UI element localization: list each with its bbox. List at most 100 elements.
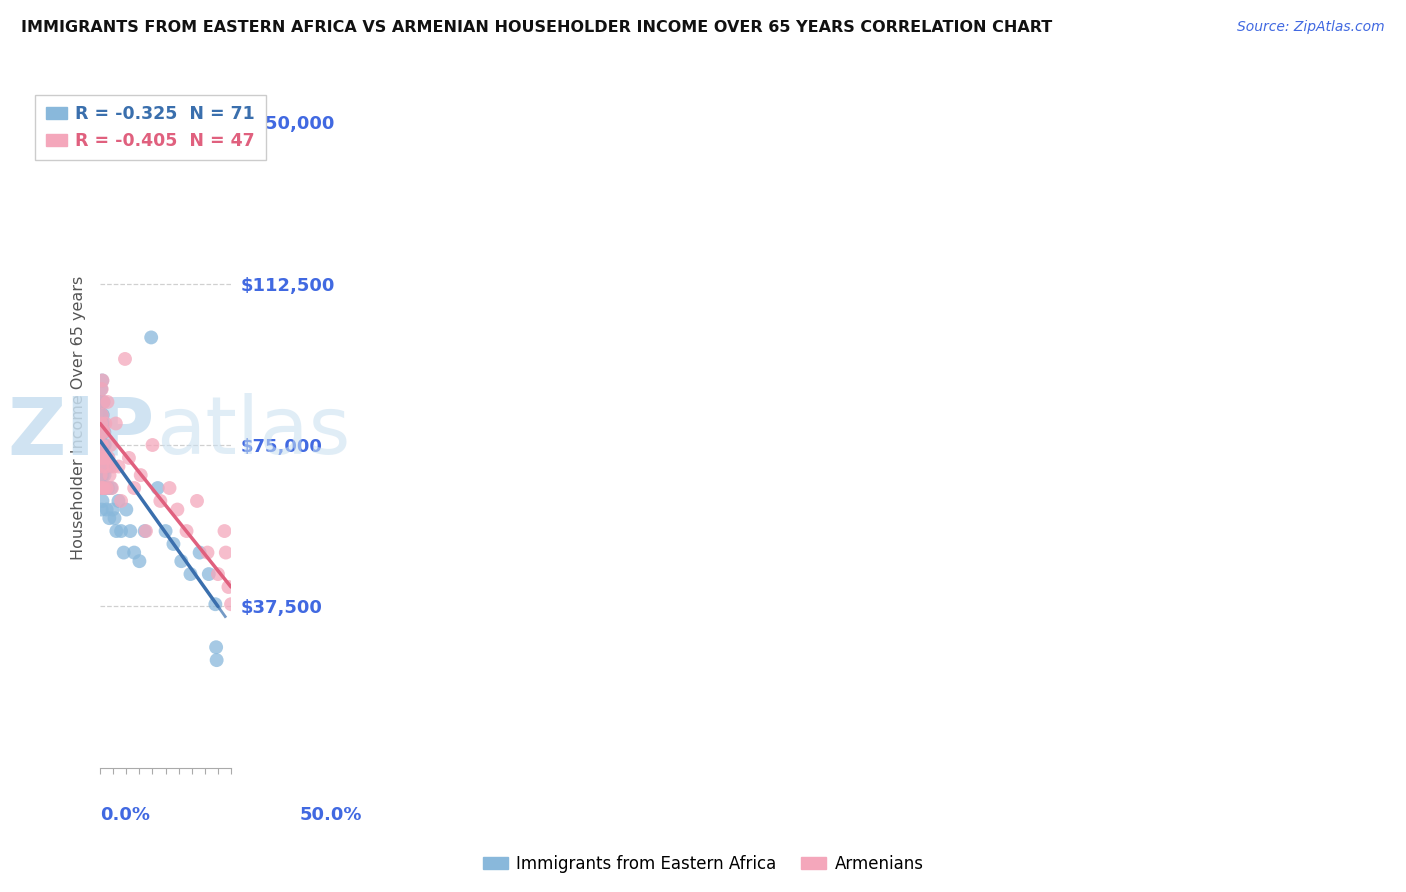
Point <box>107 494 129 508</box>
Point <box>104 417 127 431</box>
Point <box>91 468 114 483</box>
Text: atlas: atlas <box>156 393 352 471</box>
Point <box>91 408 114 422</box>
Point <box>186 494 208 508</box>
Point <box>91 374 114 388</box>
Point <box>90 136 112 151</box>
Point <box>207 567 229 582</box>
Point <box>90 408 112 422</box>
Point <box>141 330 163 344</box>
Point <box>89 438 111 452</box>
Point <box>94 459 117 474</box>
Point <box>90 438 112 452</box>
Text: IMMIGRANTS FROM EASTERN AFRICA VS ARMENIAN HOUSEHOLDER INCOME OVER 65 YEARS CORR: IMMIGRANTS FROM EASTERN AFRICA VS ARMENI… <box>21 20 1052 35</box>
Point <box>146 481 169 495</box>
Point <box>96 459 118 474</box>
Point <box>118 450 141 465</box>
Point <box>122 545 145 559</box>
Point <box>98 459 121 474</box>
Point <box>90 417 112 431</box>
Point <box>110 494 132 508</box>
Point <box>141 438 163 452</box>
Point <box>91 425 114 439</box>
Point <box>91 481 114 495</box>
Point <box>90 450 112 465</box>
Point <box>198 567 221 582</box>
Point <box>90 438 112 452</box>
Point <box>103 511 125 525</box>
Text: 0.0%: 0.0% <box>100 806 150 824</box>
Point <box>89 459 111 474</box>
Point <box>90 468 112 483</box>
Point <box>90 481 112 495</box>
Point <box>91 425 114 439</box>
Point <box>90 450 112 465</box>
Point <box>90 502 112 516</box>
Legend: Immigrants from Eastern Africa, Armenians: Immigrants from Eastern Africa, Armenian… <box>475 848 931 880</box>
Point <box>97 481 120 495</box>
Point <box>214 524 236 538</box>
Point <box>97 450 120 465</box>
Point <box>96 481 118 495</box>
Y-axis label: Householder Income Over 65 years: Householder Income Over 65 years <box>72 276 86 560</box>
Point <box>90 468 112 483</box>
Point <box>93 468 115 483</box>
Point <box>91 494 114 508</box>
Point <box>91 417 114 431</box>
Point <box>215 545 238 559</box>
Point <box>90 382 112 396</box>
Point <box>91 459 114 474</box>
Point <box>93 450 115 465</box>
Point <box>93 395 115 409</box>
Point <box>188 545 211 559</box>
Point <box>93 450 115 465</box>
Text: Source: ZipAtlas.com: Source: ZipAtlas.com <box>1237 20 1385 34</box>
Point <box>91 395 114 409</box>
Point <box>96 502 118 516</box>
Legend: R = -0.325  N = 71, R = -0.405  N = 47: R = -0.325 N = 71, R = -0.405 N = 47 <box>35 95 266 161</box>
Point <box>93 459 115 474</box>
Point <box>91 481 114 495</box>
Point <box>91 459 114 474</box>
Point <box>90 425 112 439</box>
Point <box>197 545 219 559</box>
Point <box>100 438 122 452</box>
Point <box>90 450 112 465</box>
Point <box>93 425 115 439</box>
Point <box>93 481 115 495</box>
Point <box>91 374 114 388</box>
Point <box>94 417 117 431</box>
Point <box>91 395 114 409</box>
Point <box>90 382 112 396</box>
Text: ZIP: ZIP <box>8 393 155 471</box>
Point <box>110 524 132 538</box>
Point <box>91 450 114 465</box>
Point <box>114 351 136 366</box>
Point <box>204 597 226 611</box>
Point <box>91 417 114 431</box>
Point <box>205 653 228 667</box>
Point <box>94 450 117 465</box>
Point <box>91 425 114 439</box>
Point <box>94 438 117 452</box>
Point <box>101 502 124 516</box>
Point <box>205 640 228 655</box>
Point <box>120 524 142 538</box>
Point <box>101 481 124 495</box>
Point <box>91 450 114 465</box>
Point <box>129 468 152 483</box>
Point <box>90 425 112 439</box>
Point <box>94 481 117 495</box>
Point <box>90 417 112 431</box>
Point <box>115 502 138 516</box>
Point <box>112 545 135 559</box>
Point <box>135 524 157 538</box>
Point <box>107 459 129 474</box>
Text: 50.0%: 50.0% <box>299 806 361 824</box>
Point <box>90 395 112 409</box>
Point <box>93 425 115 439</box>
Point <box>91 438 114 452</box>
Point <box>162 537 184 551</box>
Point <box>219 597 242 611</box>
Point <box>128 554 150 568</box>
